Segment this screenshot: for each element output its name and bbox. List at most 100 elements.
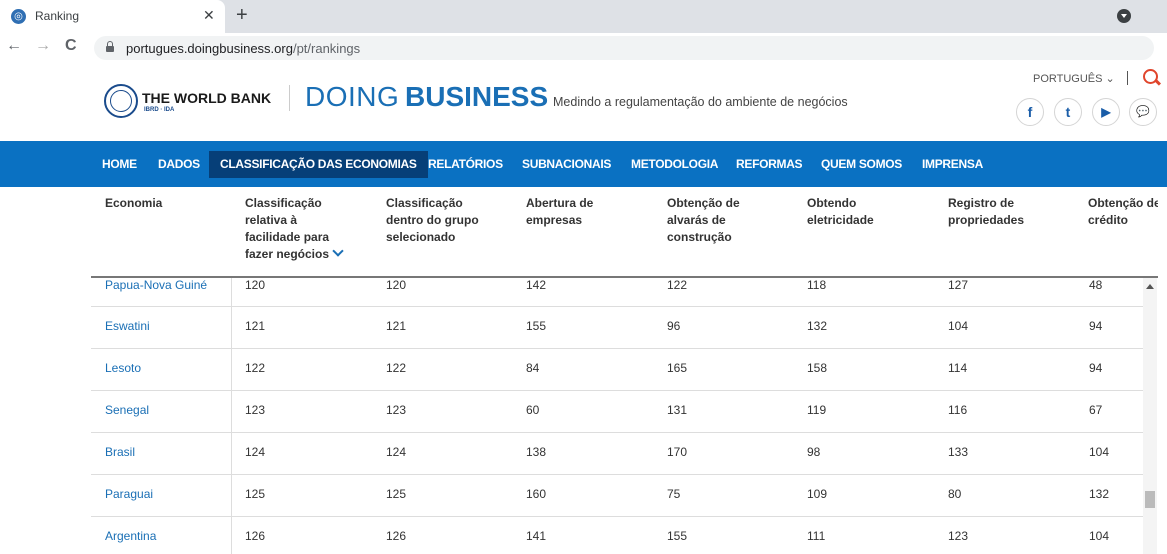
economy-link[interactable]: Eswatini	[105, 319, 150, 333]
economy-link[interactable]: Paraguai	[105, 487, 154, 501]
new-tab-button[interactable]: +	[236, 4, 248, 26]
rank-cell: 131	[667, 403, 688, 417]
rank-cell: 122	[386, 361, 407, 375]
header-grupo[interactable]: Classificação dentro do grupo selecionad…	[386, 196, 479, 244]
header-alvaras[interactable]: Obtenção de alvarás de construção	[667, 196, 740, 244]
rank-cell: 127	[948, 278, 969, 292]
chevron-down-icon	[332, 245, 344, 257]
rank-cell: 138	[526, 445, 547, 459]
rank-cell: 60	[526, 403, 540, 417]
lock-icon	[106, 41, 114, 52]
rank-cell: 170	[667, 445, 688, 459]
scroll-up-icon[interactable]	[1146, 284, 1154, 289]
rank-cell: 84	[526, 361, 540, 375]
language-divider	[1127, 71, 1128, 85]
nav-reformas[interactable]: REFORMAS	[736, 157, 803, 171]
rank-cell: 120	[245, 278, 266, 292]
table-row: Brasil 124 124 138 170 98 133 104	[91, 432, 1143, 475]
rank-cell: 141	[526, 529, 547, 543]
nav-relatorios[interactable]: RELATÓRIOS	[428, 157, 503, 171]
tagline: Medindo a regulamentação do ambiente de …	[553, 95, 848, 109]
header-abertura[interactable]: Abertura de empresas	[526, 196, 594, 227]
rank-cell: 142	[526, 278, 547, 292]
site-header: THE WORLD BANK IBRD · IDA DOING BUSINESS…	[0, 63, 1167, 141]
reload-button[interactable]: C	[65, 37, 77, 54]
rank-cell: 48	[1089, 278, 1103, 292]
table-row: Senegal 123 123 60 131 119 116 67	[91, 390, 1143, 433]
browser-tab[interactable]: ◎ Ranking ✕	[0, 0, 225, 33]
table-scrollbar[interactable]	[1143, 278, 1157, 554]
rank-cell: 123	[386, 403, 407, 417]
header-eletricidade[interactable]: Obtendo eletricidade	[807, 196, 874, 227]
rank-cell: 165	[667, 361, 688, 375]
economy-link[interactable]: Argentina	[105, 529, 157, 543]
rank-cell: 98	[807, 445, 821, 459]
rank-cell: 158	[807, 361, 828, 375]
tab-title: Ranking	[35, 9, 80, 23]
rank-cell: 122	[245, 361, 266, 375]
back-button[interactable]: ←	[6, 37, 22, 54]
profile-icon[interactable]	[1117, 9, 1131, 23]
nav-metodologia[interactable]: METODOLOGIA	[631, 157, 719, 171]
rank-cell: 94	[1089, 361, 1103, 375]
nav-quem-somos[interactable]: QUEM SOMOS	[821, 157, 903, 171]
language-selector[interactable]: PORTUGUÊS ⌄	[1033, 73, 1115, 85]
main-nav: HOME DADOS CLASSIFICAÇÃO DAS ECONOMIAS R…	[0, 141, 1167, 187]
browser-toolbar: ← → C portugues.doingbusiness.org/pt/ran…	[0, 33, 1167, 64]
world-bank-subtitle: IBRD · IDA	[144, 107, 175, 113]
rank-cell: 104	[948, 319, 969, 333]
nav-imprensa[interactable]: IMPRENSA	[922, 157, 983, 171]
youtube-icon[interactable]: ▶	[1092, 98, 1120, 126]
world-bank-title[interactable]: THE WORLD BANK	[142, 90, 272, 106]
doing-business-logo-doing[interactable]: DOING	[305, 81, 400, 112]
rank-cell: 132	[1089, 487, 1110, 501]
address-bar[interactable]: portugues.doingbusiness.org/pt/rankings	[94, 36, 1154, 60]
rank-cell: 96	[667, 319, 681, 333]
rank-cell: 124	[386, 445, 407, 459]
nav-classificacao[interactable]: CLASSIFICAÇÃO DAS ECONOMIAS	[209, 151, 428, 178]
scroll-thumb[interactable]	[1145, 491, 1155, 508]
rank-cell: 109	[807, 487, 828, 501]
rank-cell: 119	[807, 403, 827, 417]
rank-cell: 121	[386, 319, 407, 333]
table-header: Economia Classificação relativa à facili…	[91, 187, 1158, 278]
header-economia[interactable]: Economia	[105, 196, 163, 210]
economy-link[interactable]: Papua-Nova Guiné	[105, 278, 208, 292]
economy-link[interactable]: Brasil	[105, 445, 136, 459]
table-body: Papua-Nova Guiné 120 120 142 122 118 127 48 Eswa…	[91, 278, 1143, 554]
rank-cell: 155	[526, 319, 547, 333]
table-row: Eswatini 121 121 155 96 132 104 94	[91, 306, 1143, 349]
forward-button[interactable]: →	[35, 37, 51, 54]
rank-cell: 124	[245, 445, 266, 459]
header-facilidade[interactable]: Classificação relativa à facilidade para…	[245, 195, 355, 263]
rank-cell: 132	[807, 319, 828, 333]
nav-subnacionais[interactable]: SUBNACIONAIS	[522, 157, 612, 171]
economy-link[interactable]: Lesoto	[105, 361, 142, 375]
nav-dados[interactable]: DADOS	[158, 157, 200, 171]
rank-cell: 104	[1089, 445, 1110, 459]
rank-cell: 155	[667, 529, 688, 543]
header-propriedades[interactable]: Registro de propriedades	[948, 196, 1025, 227]
url-text: portugues.doingbusiness.org/pt/rankings	[126, 41, 361, 56]
chat-icon[interactable]: 💬	[1129, 98, 1157, 126]
economy-link[interactable]: Senegal	[105, 403, 150, 417]
table-row: Argentina 126 126 141 155 111 123 104	[91, 516, 1143, 554]
nav-home[interactable]: HOME	[102, 157, 137, 171]
rank-cell: 125	[386, 487, 407, 501]
globe-icon: ◎	[11, 9, 26, 24]
rank-cell: 121	[245, 319, 266, 333]
rank-cell: 125	[245, 487, 266, 501]
rank-cell: 122	[667, 278, 688, 292]
doing-business-logo-business[interactable]: BUSINESS	[405, 81, 549, 112]
rank-cell: 160	[526, 487, 547, 501]
world-bank-globe-icon[interactable]	[104, 84, 138, 118]
browser-tabstrip: ◎ Ranking ✕ +	[0, 0, 1167, 33]
header-credito[interactable]: Obtenção de crédito	[1088, 196, 1158, 227]
column-divider	[231, 278, 232, 554]
close-icon[interactable]: ✕	[203, 7, 215, 23]
rank-cell: 116	[948, 403, 968, 417]
twitter-icon[interactable]: t	[1054, 98, 1082, 126]
search-icon[interactable]	[1143, 69, 1158, 84]
rank-cell: 120	[386, 278, 407, 292]
facebook-icon[interactable]: f	[1016, 98, 1044, 126]
